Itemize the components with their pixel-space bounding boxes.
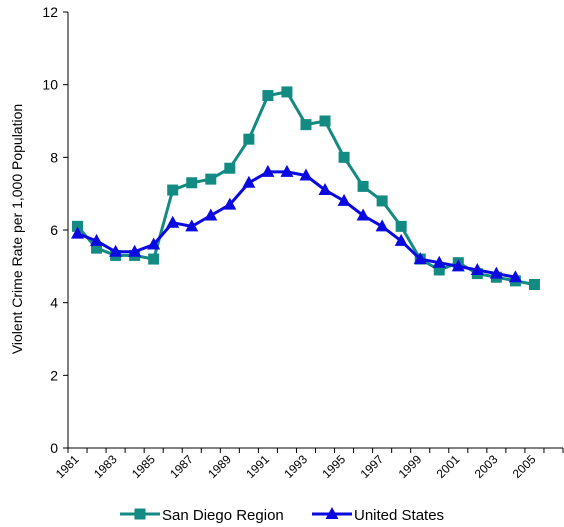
san-diego-data-point	[91, 242, 103, 254]
san-diego-data-point	[243, 133, 255, 145]
united-states-data-point	[489, 266, 503, 279]
y-tick-label: 6	[50, 222, 58, 238]
united-states-data-point	[204, 208, 218, 221]
san-diego-data-point	[319, 115, 331, 127]
united-states-data-point	[318, 183, 332, 196]
x-tick-label: 2001	[434, 452, 463, 481]
x-tick-label: 2003	[472, 452, 501, 481]
y-tick-label: 10	[42, 77, 58, 93]
y-tick-label: 2	[50, 367, 58, 383]
legend-san-diego-label: San Diego Region	[162, 507, 284, 524]
united-states-data-point	[242, 175, 256, 188]
san-diego-data-point	[376, 195, 388, 207]
legend: San Diego Region United States	[120, 507, 444, 524]
x-tick-label: 1993	[281, 452, 310, 481]
y-axis-label: Violent Crime Rate per 1,000 Population	[9, 104, 25, 354]
united-states-data-point	[90, 233, 104, 246]
san-diego-data-point	[148, 253, 160, 265]
plot-area: 0 2 4 6 8 10 12 1981 1983 1985 1987 1989 1991 1993 199…	[42, 4, 564, 481]
y-tick-label: 4	[50, 295, 58, 311]
united-states-data-point	[470, 262, 484, 275]
x-tick-label: 1985	[129, 452, 158, 481]
united-states-data-point	[223, 197, 237, 210]
san-diego-data-point	[205, 173, 217, 185]
united-states-series-line	[76, 170, 516, 279]
united-states-data-point	[71, 226, 85, 239]
united-states-data-point	[432, 255, 446, 268]
san-diego-data-point	[338, 151, 350, 163]
san-diego-data-point	[262, 90, 274, 102]
legend-san-diego-marker	[134, 508, 146, 520]
united-states-data-point	[299, 168, 313, 181]
x-tick-label: 1983	[91, 452, 120, 481]
y-tick-label: 0	[50, 440, 58, 456]
united-states-data-point	[451, 259, 465, 272]
x-tick-label: 1981	[53, 452, 82, 481]
san-diego-data-point	[281, 86, 293, 98]
x-tick-label: 1995	[319, 452, 348, 481]
san-diego-data-point	[72, 220, 84, 232]
x-tick-label: 1997	[357, 452, 386, 481]
san-diego-data-point	[186, 177, 198, 189]
y-tick-label: 12	[42, 4, 58, 20]
san-diego-data-point	[300, 119, 312, 131]
united-states-data-point	[375, 219, 389, 232]
san-diego-data-point	[433, 264, 445, 276]
united-states-data-point	[166, 215, 180, 228]
legend-united-states-marker	[325, 507, 339, 519]
united-states-data-point	[261, 164, 275, 177]
san-diego-data-point	[224, 162, 236, 174]
united-states-data-point	[128, 244, 142, 257]
united-states-data-point	[280, 164, 294, 177]
x-tick-label: 1999	[396, 452, 425, 481]
legend-united-states-label: United States	[354, 507, 444, 524]
san-diego-data-point	[395, 220, 407, 232]
san-diego-data-point	[528, 279, 540, 290]
san-diego-data-point	[167, 184, 179, 196]
united-states-data-point	[185, 219, 199, 232]
x-tick-label: 1991	[243, 452, 272, 481]
united-states-data-point	[508, 270, 522, 283]
united-states-data-point	[337, 193, 351, 206]
united-states-data-point	[109, 244, 123, 257]
united-states-data-point	[413, 252, 427, 265]
y-tick-label: 8	[50, 149, 58, 165]
san-diego-data-point	[357, 180, 369, 192]
united-states-data-point	[356, 208, 370, 221]
united-states-data-point	[147, 237, 161, 250]
x-tick-label: 1989	[205, 452, 234, 481]
united-states-data-point	[394, 233, 408, 246]
x-tick-label: 1987	[167, 452, 196, 481]
x-tick-label: 2005	[510, 452, 539, 481]
